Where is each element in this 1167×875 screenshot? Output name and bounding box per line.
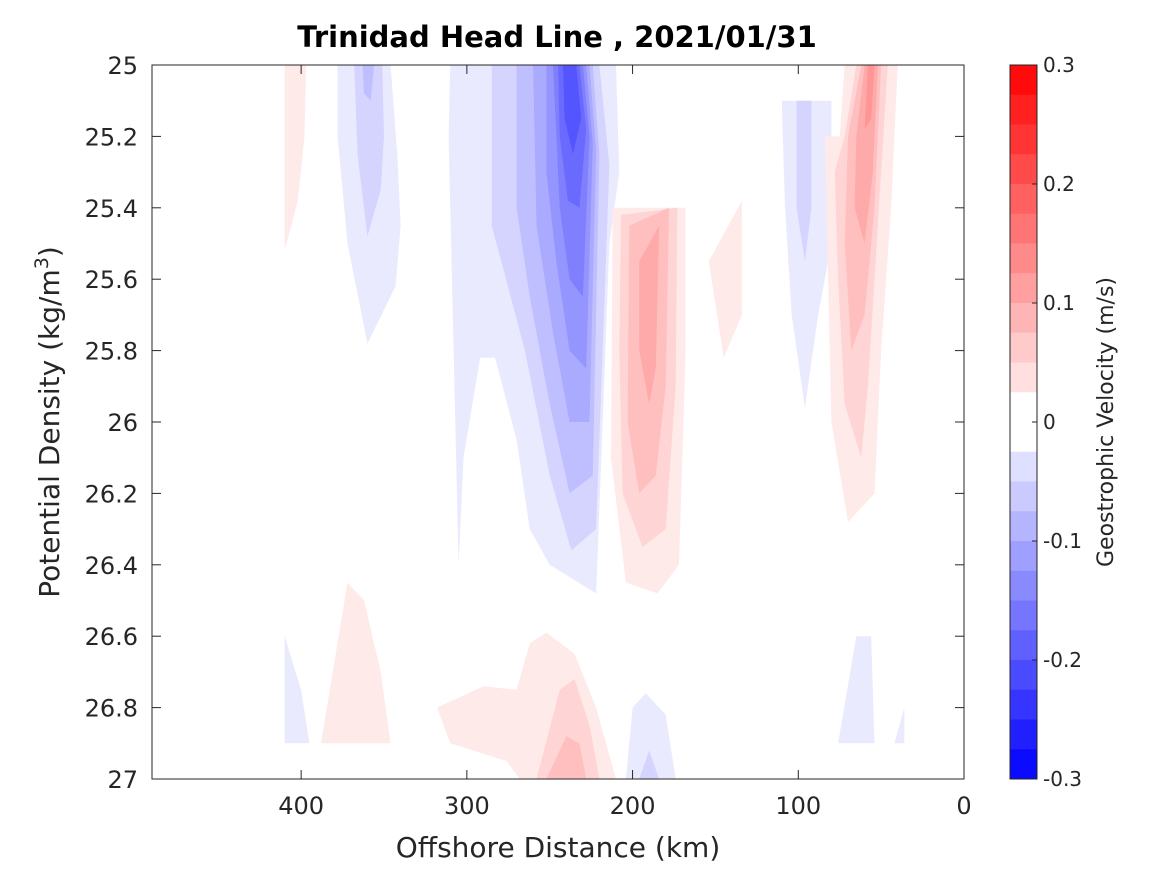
y-tick-label: 26.8 bbox=[85, 695, 138, 723]
x-tick-label: 0 bbox=[956, 792, 971, 820]
colorbar-bin bbox=[1010, 362, 1037, 393]
colorbar: 0.3 0.2 0.1 0 -0.1 -0.2 -0.3 bbox=[1009, 53, 1082, 791]
contour-region-32 bbox=[894, 707, 905, 744]
contour-fills bbox=[284, 65, 905, 779]
colorbar-bin bbox=[1010, 273, 1037, 304]
colorbar-bin bbox=[1010, 303, 1037, 334]
contour-region-3 bbox=[362, 65, 375, 101]
y-axis-label: Potential Density (kg/m3) bbox=[31, 246, 66, 598]
colorbar-bin bbox=[1010, 541, 1037, 572]
colorbar-bin bbox=[1010, 719, 1037, 750]
contour-region-25 bbox=[321, 582, 391, 744]
colorbar-bin bbox=[1010, 600, 1037, 631]
x-tick-label: 300 bbox=[444, 792, 490, 820]
contour-region-17 bbox=[781, 100, 832, 408]
colorbar-tick-label: 0.3 bbox=[1043, 53, 1075, 77]
colorbar-tick-label: 0 bbox=[1043, 410, 1056, 434]
colorbar-bin bbox=[1010, 184, 1037, 215]
contour-region-22 bbox=[854, 65, 878, 244]
y-tick-label: 25.6 bbox=[85, 266, 138, 294]
colorbar-bin bbox=[1010, 243, 1037, 274]
colorbar-bin bbox=[1010, 124, 1037, 155]
y-tick-label: 26.2 bbox=[85, 480, 138, 508]
y-axis-label-end: ) bbox=[33, 246, 66, 257]
y-tick-label: 25 bbox=[107, 52, 138, 80]
y-tick-label: 26.4 bbox=[85, 552, 138, 580]
colorbar-label: Geostrophic Velocity (m/s) bbox=[1094, 277, 1119, 567]
colorbar-tick-label: 0.1 bbox=[1043, 291, 1075, 315]
colorbar-bin bbox=[1010, 660, 1037, 691]
x-axis-label: Offshore Distance (km) bbox=[396, 831, 721, 864]
contour-region-31 bbox=[838, 636, 875, 744]
y-tick-label: 25.8 bbox=[85, 338, 138, 366]
y-axis-label-superscript: 3 bbox=[31, 257, 53, 269]
y-tick-label: 26.6 bbox=[85, 623, 138, 651]
colorbar-bin bbox=[1010, 511, 1037, 542]
colorbar-tick-label: 0.2 bbox=[1043, 172, 1075, 196]
colorbar-bin bbox=[1010, 422, 1037, 453]
y-axis: 25 25.2 25.4 25.6 25.8 26 26.2 26.4 26.6 26.8 27 bbox=[85, 52, 964, 794]
colorbar-bin bbox=[1010, 630, 1037, 661]
contour-region-29 bbox=[625, 693, 676, 779]
colorbar-bin bbox=[1010, 451, 1037, 482]
contour-region-27 bbox=[536, 679, 600, 779]
y-axis-label-main: Potential Density (kg/m bbox=[33, 269, 66, 598]
colorbar-bin bbox=[1010, 94, 1037, 125]
chart-title: Trinidad Head Line , 2021/01/31 bbox=[297, 20, 817, 54]
contour-region-0 bbox=[284, 65, 307, 251]
colorbar-bin bbox=[1010, 749, 1037, 780]
colorbar-tick-label: -0.1 bbox=[1043, 529, 1082, 553]
y-tick-label: 27 bbox=[107, 766, 138, 794]
colorbar-bin bbox=[1010, 481, 1037, 512]
y-tick-label: 25.4 bbox=[85, 195, 138, 223]
y-tick-label: 26 bbox=[107, 409, 138, 437]
x-tick-label: 400 bbox=[278, 792, 324, 820]
contour-region-30 bbox=[639, 750, 660, 779]
contour-region-24 bbox=[284, 636, 310, 744]
contour-region-28 bbox=[546, 736, 587, 779]
contour-region-23 bbox=[864, 65, 875, 130]
x-tick-label: 200 bbox=[610, 792, 656, 820]
colorbar-bin bbox=[1010, 392, 1037, 423]
colorbar-tick-label: -0.3 bbox=[1043, 767, 1082, 791]
contour-region-18 bbox=[796, 100, 812, 262]
colorbar-bin bbox=[1010, 570, 1037, 601]
colorbar-bin bbox=[1010, 689, 1037, 720]
colorbar-bin bbox=[1010, 332, 1037, 363]
contour-region-15 bbox=[639, 225, 660, 405]
contour-region-2 bbox=[354, 65, 384, 237]
x-tick-label: 100 bbox=[775, 792, 821, 820]
y-tick-label: 25.2 bbox=[85, 123, 138, 151]
contour-region-16 bbox=[708, 200, 742, 358]
x-axis: 400 300 200 100 0 bbox=[278, 65, 972, 820]
colorbar-bin bbox=[1010, 213, 1037, 244]
colorbar-bin bbox=[1010, 65, 1037, 96]
contour-region-11 bbox=[563, 65, 582, 155]
colorbar-tick-label: -0.2 bbox=[1043, 648, 1082, 672]
colorbar-bin bbox=[1010, 154, 1037, 185]
